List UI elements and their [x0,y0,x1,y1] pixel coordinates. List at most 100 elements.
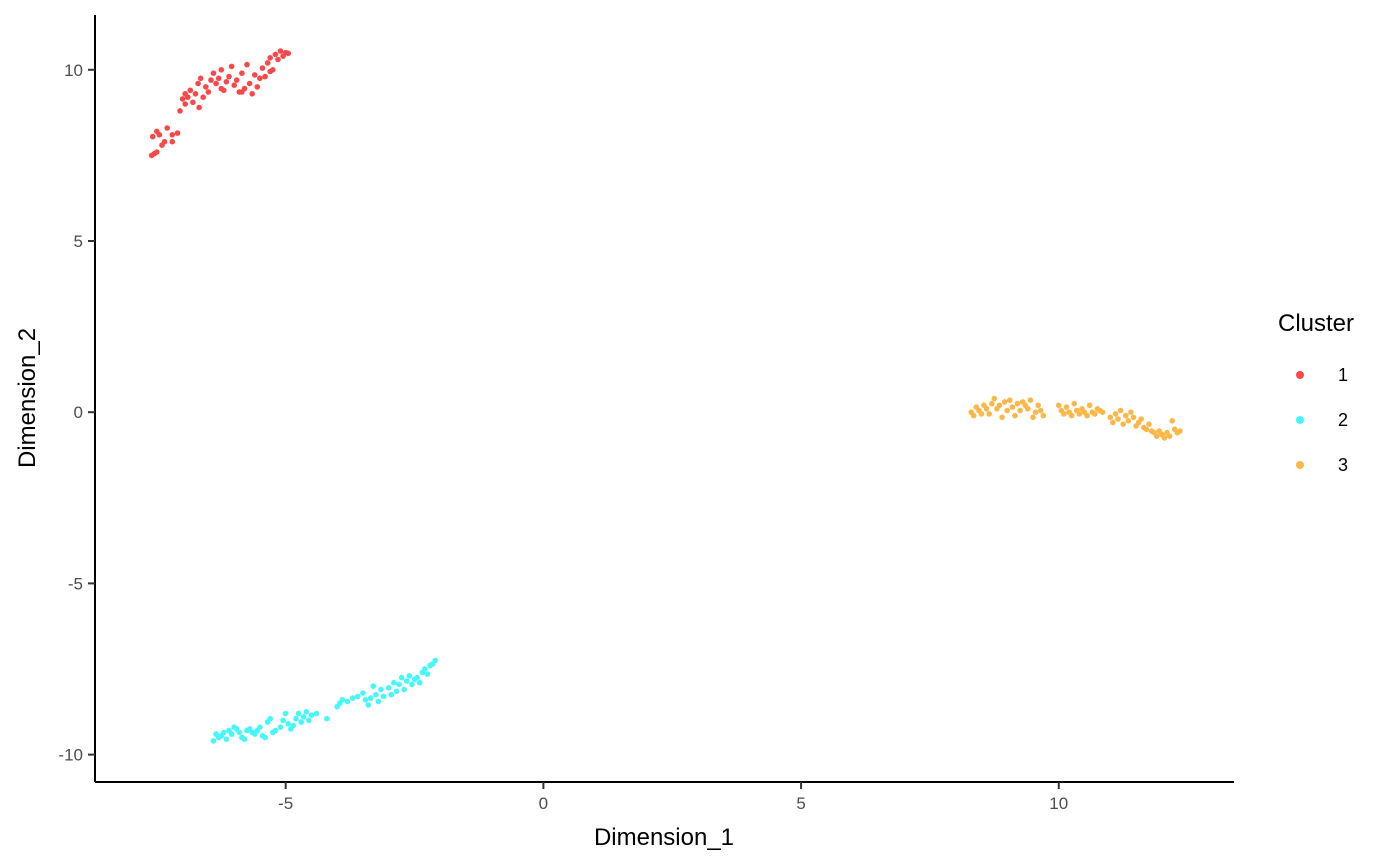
data-point [1001,399,1008,405]
data-point [241,736,248,742]
data-point [380,693,387,700]
data-point [280,717,286,724]
data-point [360,690,366,696]
data-point [228,63,235,70]
data-point [246,80,253,87]
data-point [233,77,240,83]
data-point [313,710,320,717]
data-point [187,87,194,94]
data-point [300,714,307,720]
data-point [422,666,428,672]
series-cluster-2 [210,657,439,744]
data-point [272,727,279,734]
legend-key-1 [1296,371,1304,379]
legend-label: 3 [1338,455,1348,475]
data-point [414,674,420,681]
series-cluster-3 [968,395,1183,441]
data-point [983,406,990,412]
data-point [1143,426,1150,433]
legend-title: Cluster [1278,310,1354,337]
data-point [373,691,379,698]
data-point [367,695,374,701]
legend-key-2 [1296,416,1304,424]
data-point [404,678,410,684]
data-point [200,94,206,100]
data-point [259,65,266,71]
data-point [978,411,985,417]
x-tick-label: 10 [1049,794,1068,813]
data-point [221,729,227,736]
data-point [208,77,214,83]
data-point [1138,416,1144,422]
y-tick-label: 10 [64,61,83,80]
data-point [223,736,230,742]
data-point [1099,409,1106,416]
y-tick-label: 0 [74,403,83,422]
data-point [1037,407,1044,414]
data-point [1146,421,1152,428]
series-cluster-1 [148,48,292,159]
data-point [275,56,281,63]
data-point [254,84,261,90]
data-point [182,101,188,107]
data-point [1012,412,1018,419]
data-point [1063,404,1070,410]
data-point [226,73,232,80]
data-point [272,51,279,58]
data-point [396,681,402,688]
data-point [1027,397,1034,404]
data-point [298,719,305,725]
data-point [1032,409,1039,416]
data-point [1014,400,1021,407]
legend: Cluster 1 2 3 [1278,310,1354,475]
data-point [370,683,377,689]
data-point [1107,414,1114,421]
data-point [401,686,408,693]
data-point [267,68,274,75]
x-tick-label: 0 [539,794,548,813]
data-point [290,722,297,729]
data-point [1040,412,1047,419]
data-point [285,721,292,727]
data-point [277,724,284,730]
data-point [308,712,315,718]
data-point [249,91,255,97]
data-point [236,729,243,736]
data-point [406,673,413,679]
data-point [355,693,361,700]
data-point [192,91,199,97]
data-point [231,82,237,88]
data-point [991,395,998,402]
data-point [177,108,183,114]
data-point [1007,397,1013,404]
data-point [239,89,245,95]
data-point [213,80,219,87]
x-axis-title: Dimension_1 [594,824,734,851]
data-point [257,75,263,82]
data-point [182,91,188,97]
data-point [424,671,431,677]
data-point [239,70,245,76]
data-point [197,75,204,82]
y-axis-ticks: -10 -5 0 5 10 [58,61,95,765]
y-tick-label: 5 [74,232,83,251]
data-point [1068,412,1075,419]
data-point [989,400,995,407]
data-point [1166,433,1173,440]
data-point [393,688,400,695]
data-point [1169,418,1175,424]
data-point [1056,402,1062,409]
data-point [267,55,274,61]
data-point [1161,435,1168,441]
data-point [970,412,977,419]
data-point [1117,407,1124,414]
data-point [1004,407,1010,414]
data-point [391,679,397,686]
data-point [1035,402,1041,409]
data-point [264,60,271,66]
data-point [244,61,250,68]
data-point [344,698,351,705]
y-tick-label: -5 [68,574,83,593]
data-point [164,125,170,131]
data-point [195,80,201,87]
